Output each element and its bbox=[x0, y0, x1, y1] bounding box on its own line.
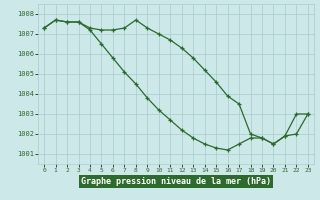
X-axis label: Graphe pression niveau de la mer (hPa): Graphe pression niveau de la mer (hPa) bbox=[81, 177, 271, 186]
